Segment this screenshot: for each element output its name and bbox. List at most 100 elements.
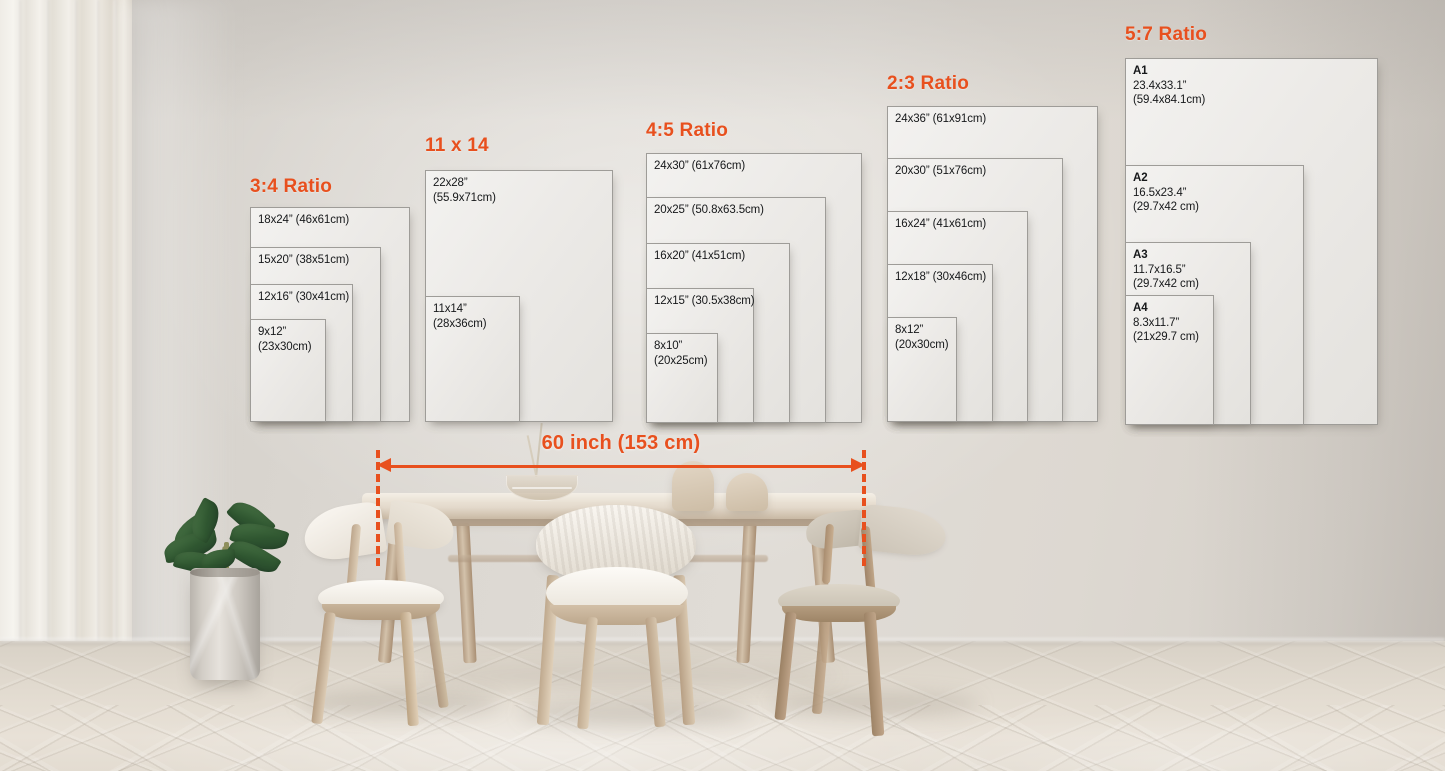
frame-size-measure: (29.7x42 cm) [1133, 278, 1199, 290]
frame-size-measure: 12x16” (30x41cm) [258, 291, 350, 303]
frame-size-rect-8x12[interactable]: 8x12” (20x30cm) [887, 317, 957, 422]
frame-size-measure: 16x24” (41x61cm) [895, 218, 987, 230]
potted-plant [161, 494, 292, 682]
frame-group-title: 11 x 14 [425, 135, 489, 156]
frame-size-group: 2:3 Ratio 24x36” (61x91cm) 20x30” (51x76cm… [887, 73, 1098, 422]
frame-size-measure: 16.5x23.4” [1133, 186, 1187, 199]
dimension-arrowhead-right [851, 458, 865, 472]
frame-size-measure: (55.9x71cm) [433, 191, 496, 204]
chair-shadow [520, 700, 750, 726]
curtain-fold [18, 0, 21, 726]
dining-chair-center [520, 505, 720, 730]
chair-seat-apron [322, 604, 440, 620]
frame-size-label: A4 8.3x11.7” (21x29.7 cm) [1133, 301, 1199, 345]
frame-size-name: A4 [1133, 302, 1148, 314]
frame-size-measure: 24x30” (61x76cm) [654, 160, 746, 172]
chair-leg [400, 611, 419, 727]
frame-size-rect-9x12[interactable]: 9x12” (23x30cm) [250, 319, 326, 422]
frame-size-measure: (20x25cm) [654, 354, 708, 367]
chair-leg [645, 616, 666, 728]
frame-size-measure: (59.4x84.1cm) [1133, 94, 1206, 106]
frame-size-name: A2 [1133, 172, 1148, 184]
frame-size-measure: 24x36” (61x91cm) [895, 113, 987, 125]
decor-bowl-highlight [512, 487, 572, 489]
frame-size-group: 5:7 Ratio A1 23.4x33.1” (59.4x84.1cm) A2 16.5… [1125, 24, 1378, 425]
frame-size-label: 24x36” (61x91cm) [895, 112, 986, 127]
frame-size-label: 16x24” (41x61cm) [895, 217, 986, 232]
curtain [0, 0, 132, 726]
frame-size-measure: 11x14” [433, 303, 467, 315]
frame-size-measure: 8x10” [654, 340, 683, 352]
frame-group-title: 2:3 Ratio [887, 73, 970, 94]
frame-size-rect-a4[interactable]: A4 8.3x11.7” (21x29.7 cm) [1125, 295, 1214, 425]
chair-leg [577, 616, 598, 730]
frame-size-measure: (28x36cm) [433, 317, 487, 330]
dimension-line-bar [387, 464, 855, 468]
frame-size-measure: 12x15” (30.5x38cm) [654, 295, 755, 307]
frame-size-group: 11 x 14 22x28” (55.9x71cm) 11x14” (28x36cm) [425, 135, 613, 422]
frame-size-label: 18x24” (46x61cm) [258, 213, 349, 228]
chair-seat-apron [782, 606, 896, 622]
chair-shadow [300, 690, 500, 716]
frame-size-measure: (21x29.7 cm) [1133, 331, 1199, 343]
frame-size-label: 11x14” (28x36cm) [433, 302, 487, 331]
frame-size-label: 8x10” (20x25cm) [654, 339, 708, 368]
frame-group-title: 4:5 Ratio [646, 120, 729, 141]
width-dimension-annotation: 60 inch (153 cm) [368, 432, 874, 566]
curtain-fold [46, 0, 49, 726]
frame-size-label: 22x28” (55.9x71cm) [433, 176, 496, 205]
frame-size-measure: 22x28” [433, 177, 468, 189]
frame-size-name: A3 [1133, 249, 1148, 261]
frame-group-title: 5:7 Ratio [1125, 24, 1208, 45]
frame-size-group: 3:4 Ratio 18x24” (46x61cm) 15x20” (38x51cm… [250, 176, 410, 422]
chair-leg [811, 617, 831, 715]
dimension-label: 60 inch (153 cm) [541, 432, 701, 454]
chair-seat-apron [550, 605, 684, 625]
frame-size-measure: (23x30cm) [258, 340, 312, 353]
curtain-fold [74, 0, 77, 726]
frame-size-measure: 20x25” (50.8x63.5cm) [654, 204, 764, 216]
frame-size-measure: 23.4x33.1” [1133, 79, 1187, 92]
dimension-extension-right [862, 450, 866, 566]
frame-size-rect-8x10[interactable]: 8x10” (20x25cm) [646, 333, 718, 423]
chair-leg [774, 611, 797, 721]
frame-size-rect-11x14[interactable]: 11x14” (28x36cm) [425, 296, 520, 422]
decor-vase [672, 461, 714, 511]
frame-size-label: A2 16.5x23.4” (29.7x42 cm) [1133, 171, 1199, 215]
table-shadow [420, 664, 840, 688]
frame-size-label: 12x18” (30x46cm) [895, 270, 986, 285]
chair-leg [311, 611, 336, 725]
dimension-arrowhead-left [377, 458, 391, 472]
frame-size-label: 8x12” (20x30cm) [895, 323, 949, 352]
frame-group-title: 3:4 Ratio [250, 176, 333, 197]
pot-marble-veins [190, 568, 260, 680]
frame-size-label: A3 11.7x16.5” (29.7x42 cm) [1133, 248, 1199, 292]
frame-size-group: 4:5 Ratio 24x30” (61x76cm) 20x25” (50.8x63… [646, 120, 862, 423]
frame-size-measure: 8.3x11.7” [1133, 316, 1180, 329]
frame-size-measure: 15x20” (38x51cm) [258, 254, 350, 266]
dining-chair-right [772, 500, 952, 737]
frame-size-label: 24x30” (61x76cm) [654, 159, 745, 174]
frame-size-label: 12x16” (30x41cm) [258, 290, 349, 305]
frame-size-label: 20x25” (50.8x63.5cm) [654, 203, 764, 218]
frame-size-measure: 20x30” (51x76cm) [895, 165, 987, 177]
frame-size-measure: 8x12” [895, 324, 924, 336]
frame-size-measure: 12x18” (30x46cm) [895, 271, 987, 283]
decor-vase [726, 473, 768, 511]
plant-pot [190, 568, 260, 680]
dimension-extension-left [376, 450, 380, 566]
baseboard [0, 638, 1445, 645]
curtain-fold [114, 0, 117, 726]
curtain-fold [96, 0, 99, 726]
chair-leg [863, 611, 885, 737]
frame-size-label: 20x30” (51x76cm) [895, 164, 986, 179]
frame-size-measure: 9x12” [258, 326, 287, 338]
frame-size-measure: 18x24” (46x61cm) [258, 214, 350, 226]
dining-chair-left [296, 499, 466, 730]
table-top-edge [362, 493, 876, 502]
frame-size-label: A1 23.4x33.1” (59.4x84.1cm) [1133, 64, 1205, 108]
frame-size-measure: (20x30cm) [895, 338, 949, 351]
frame-size-label: 15x20” (38x51cm) [258, 253, 349, 268]
dimension-arrow-line [377, 458, 865, 472]
